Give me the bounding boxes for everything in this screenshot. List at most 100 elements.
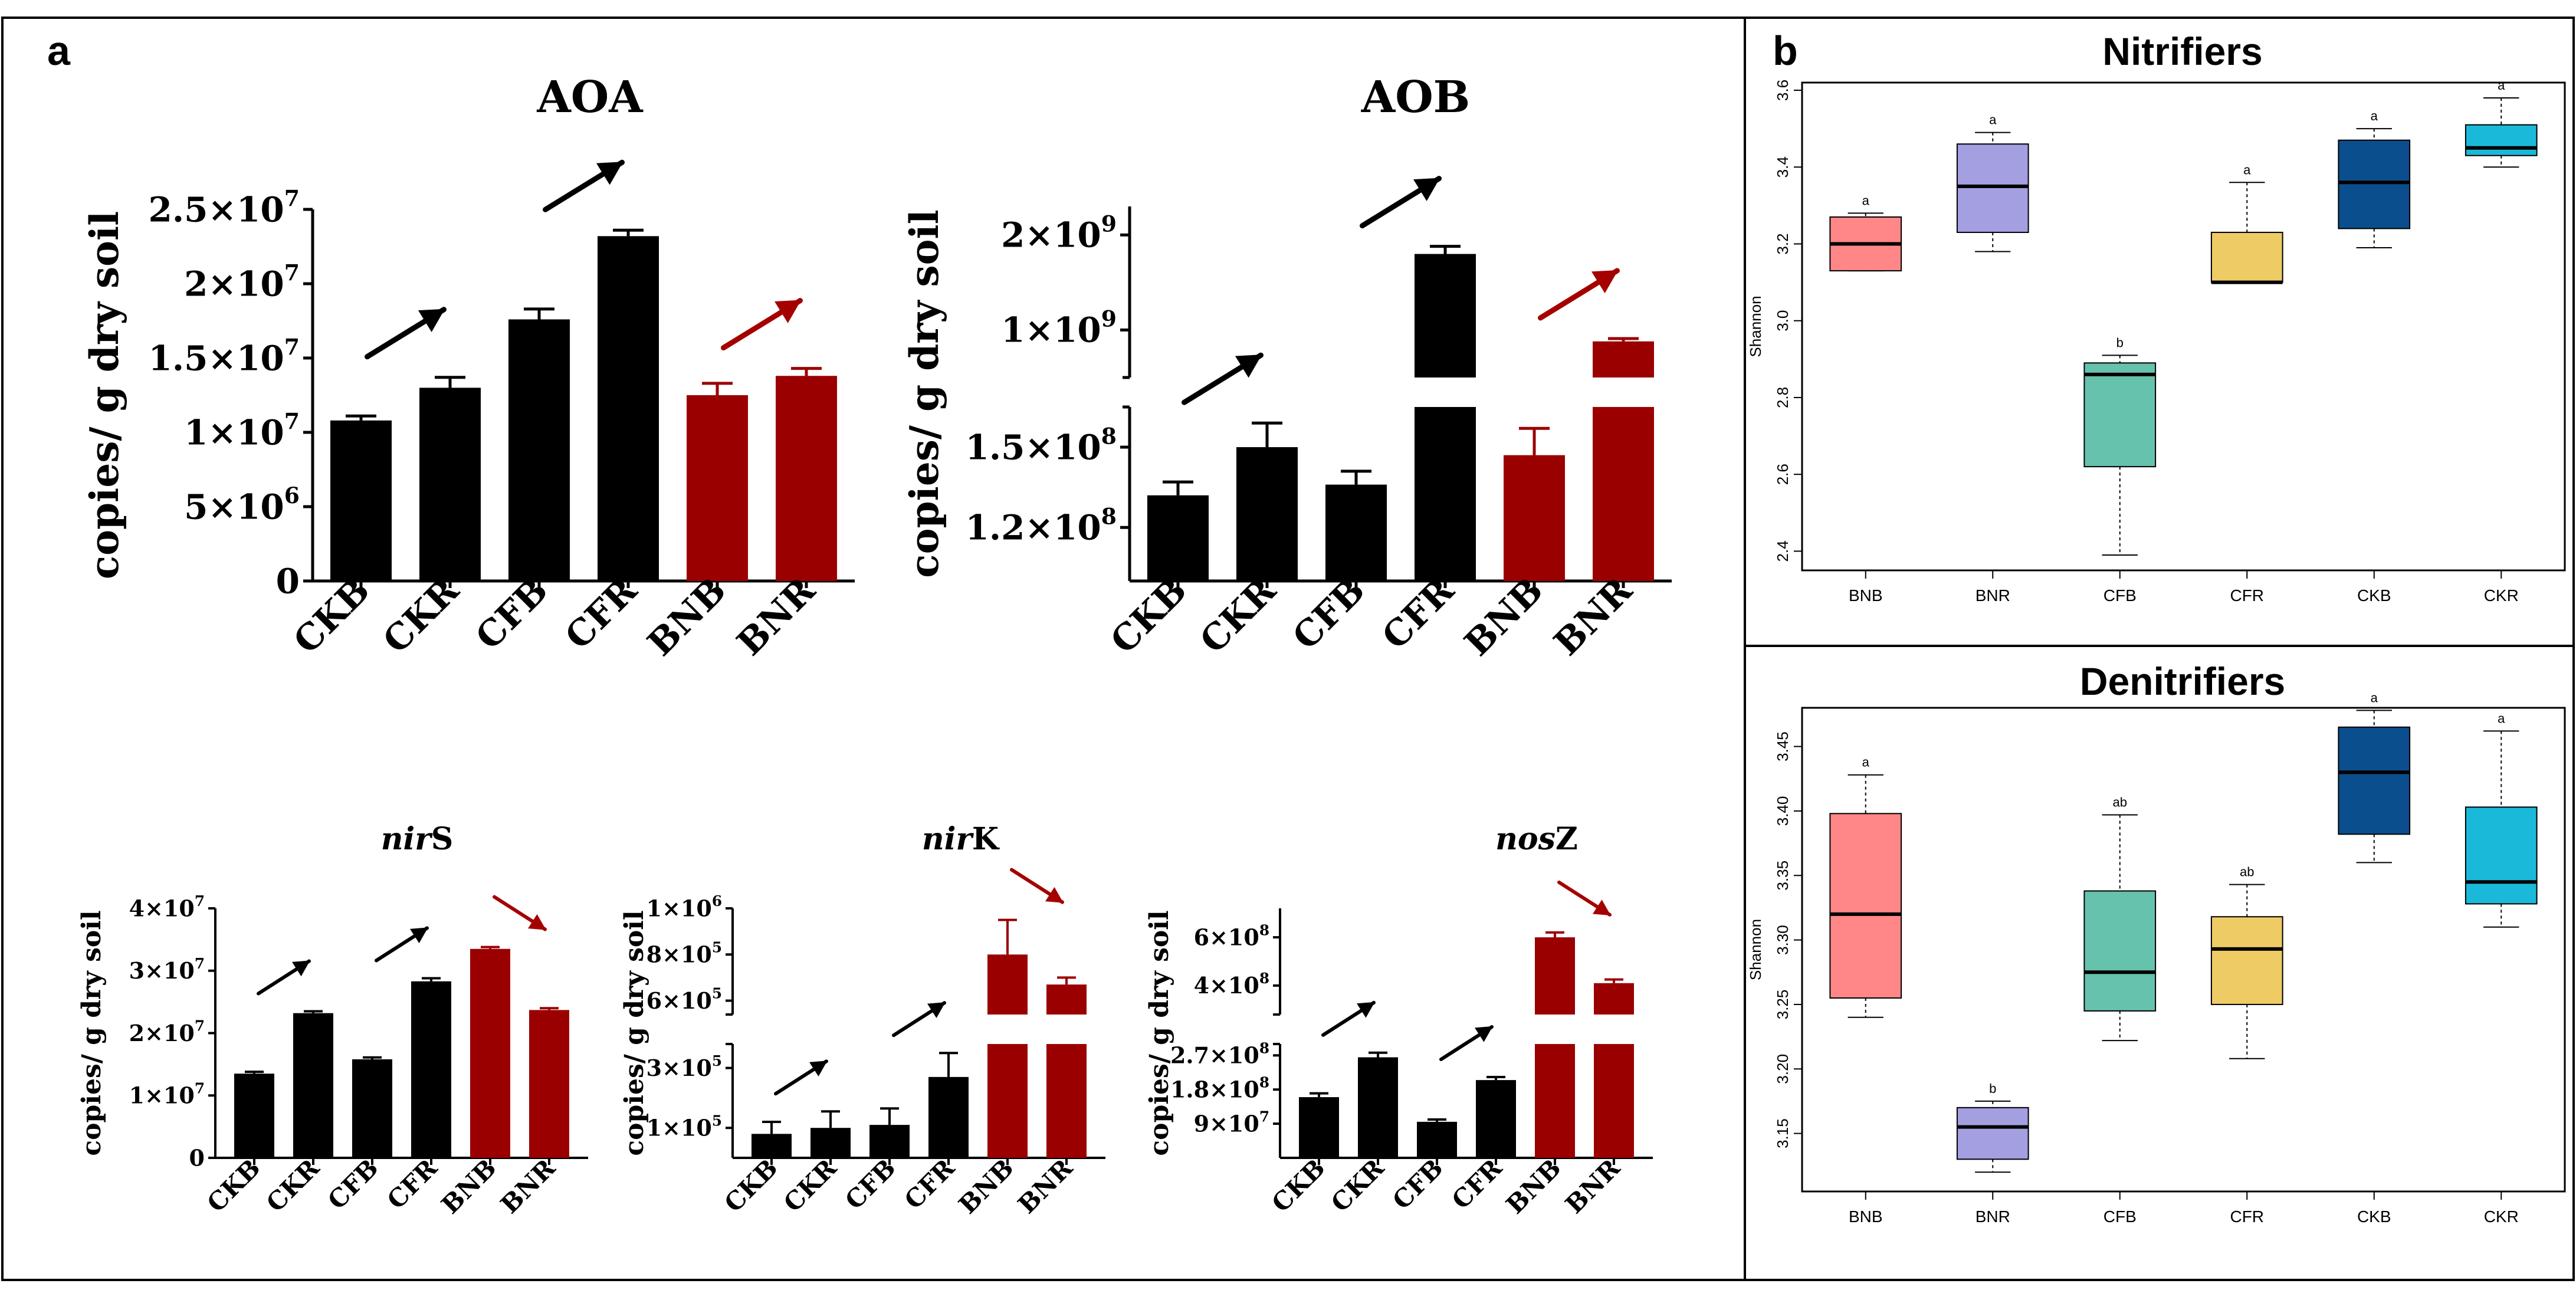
chart-title: nirS	[381, 821, 454, 857]
panel-a-label: a	[47, 28, 71, 74]
y-tick-label: 1.2×108	[966, 503, 1117, 547]
bar-BNB	[987, 1044, 1028, 1158]
significance-letter: a	[1862, 755, 1870, 770]
x-tick-label: CKR	[1192, 569, 1284, 661]
x-tick-label: BNR	[1546, 569, 1640, 664]
x-tick-label: CKB	[201, 1153, 265, 1217]
y-tick-label: 5×106	[184, 482, 300, 527]
bar-BNR	[776, 376, 837, 581]
y-tick-label: 1.5×107	[149, 334, 300, 378]
bar-CFR	[1415, 407, 1476, 581]
y-axis-label: copies/ g dry soil	[81, 211, 127, 579]
y-tick-label: 3.15	[1774, 1118, 1791, 1148]
x-tick-label: CFB	[322, 1153, 383, 1214]
y-tick-label: 3.2	[1774, 233, 1791, 254]
box-BNR	[1956, 1107, 2029, 1160]
significance-letter: b	[1989, 1081, 1996, 1096]
y-tick-label: 0	[189, 1144, 205, 1171]
chart-title: Denitrifiers	[2080, 659, 2285, 703]
x-tick-label: BNB	[1457, 570, 1551, 664]
bar-CFB	[352, 1059, 392, 1158]
bar-CKB	[330, 420, 392, 581]
bar-CFB	[869, 1125, 910, 1158]
trend-arrow-head	[1475, 1026, 1493, 1042]
trend-arrow-head	[1357, 1002, 1375, 1018]
box-CFR	[2210, 916, 2283, 1005]
denitrifiers-chart: Denitrifiers 3.15 3.20 3.25 3.30 3.35 3.40 3.45…	[1747, 659, 2566, 1226]
y-tick-label: 3.25	[1774, 990, 1791, 1020]
box-CFR	[2210, 231, 2283, 283]
x-tick-label: CKR	[1325, 1153, 1390, 1218]
trend-arrow-head	[774, 300, 802, 323]
x-tick-label: CKB	[1103, 570, 1195, 662]
x-tick-label: CFR	[1374, 569, 1462, 657]
y-tick-label: 3.6	[1774, 80, 1791, 101]
bar-CFR	[928, 1076, 969, 1158]
bar-BNR	[1594, 1044, 1634, 1158]
plot-frame	[1801, 707, 2566, 1193]
nitrifiers-chart: Nitrifiers 2.4 2.6 2.8 3.0 3.2 3.4 3.6 Shannon BN…	[1747, 29, 2566, 605]
y-axis-label: copies/ g dry soil	[1144, 910, 1174, 1155]
y-tick-label: 1.8×108	[1170, 1074, 1269, 1102]
y-tick-label: 2.7×108	[1170, 1040, 1269, 1069]
bar-BNR	[529, 1010, 569, 1158]
aob-chart: AOB copies/ g dry soil 1.2×108 1.5×108 1×109…	[901, 72, 1672, 664]
bar-CFR-upper	[1415, 254, 1476, 377]
x-tick-label: CKR	[778, 1153, 843, 1218]
trend-arrow-head	[1413, 178, 1440, 201]
bar-CKB	[234, 1074, 274, 1158]
x-tick-label: CKB	[2357, 1207, 2391, 1226]
chart-title: AOA	[536, 72, 644, 123]
bar-BNB-upper	[987, 954, 1028, 1015]
x-tick-label: BNR	[1560, 1153, 1626, 1219]
x-tick-label: CKR	[2484, 586, 2519, 605]
significance-letter: a	[1989, 113, 1997, 127]
bar-CFB	[1417, 1121, 1457, 1158]
bar-CKB	[1147, 495, 1209, 581]
significance-letter: a	[1862, 193, 1870, 208]
outer-frame	[1, 17, 2575, 1281]
y-tick-label: 0	[276, 561, 300, 601]
chart-title: nirK	[922, 821, 1000, 857]
trend-arrow-head	[1045, 887, 1064, 903]
x-tick-label: CKB	[286, 570, 378, 662]
significance-letter: a	[2371, 690, 2378, 705]
aoa-chart: AOA copies/ g dry soil 0 5×106 1×107 1.5×107 2…	[81, 72, 855, 664]
x-tick-label: CFB	[1285, 570, 1373, 658]
x-tick-label: CFB	[468, 570, 556, 658]
box-CKB	[2338, 726, 2411, 835]
y-tick-label: 9×107	[1194, 1108, 1269, 1137]
y-tick-label: 3.0	[1774, 310, 1791, 331]
x-tick-label: CFR	[2230, 586, 2264, 605]
bar-BNR-upper	[1046, 984, 1087, 1015]
y-tick-label: 3.35	[1774, 861, 1791, 891]
bar-BNR	[1593, 407, 1654, 581]
y-tick-label: 6×108	[1194, 921, 1269, 950]
box-CFB	[2083, 362, 2157, 468]
x-tick-label: BNB	[1849, 586, 1883, 605]
box-CFB	[2083, 890, 2157, 1012]
bar-BNB	[1504, 455, 1565, 581]
bar-CFR	[1476, 1080, 1516, 1158]
significance-letter: ab	[2240, 865, 2254, 879]
y-tick-label: 2×109	[1001, 211, 1117, 255]
y-tick-label: 3.30	[1774, 925, 1791, 955]
y-tick-label: 1×105	[647, 1112, 722, 1141]
y-tick-label: 4×107	[129, 892, 205, 921]
x-tick-label: CFR	[382, 1153, 444, 1215]
x-tick-label: CFR	[557, 569, 645, 657]
trend-arrow-head	[927, 1002, 946, 1018]
box-BNB	[1829, 813, 1902, 999]
bar-CKB	[1299, 1097, 1339, 1158]
x-tick-label: CFB	[2104, 586, 2137, 605]
x-tick-label: CKR	[375, 569, 467, 661]
y-tick-label: 2.8	[1774, 387, 1791, 408]
x-tick-label: CKB	[1266, 1153, 1330, 1217]
box-CKR	[2465, 124, 2538, 156]
trend-arrow-head	[809, 1061, 828, 1076]
nirs-chart: nirS copies/ g dry soil 0 1×107 2×107 3×107 4×…	[77, 821, 588, 1219]
x-tick-label: CFB	[839, 1153, 901, 1214]
y-tick-label: 3.45	[1774, 731, 1791, 761]
plot-frame	[1801, 81, 2566, 572]
